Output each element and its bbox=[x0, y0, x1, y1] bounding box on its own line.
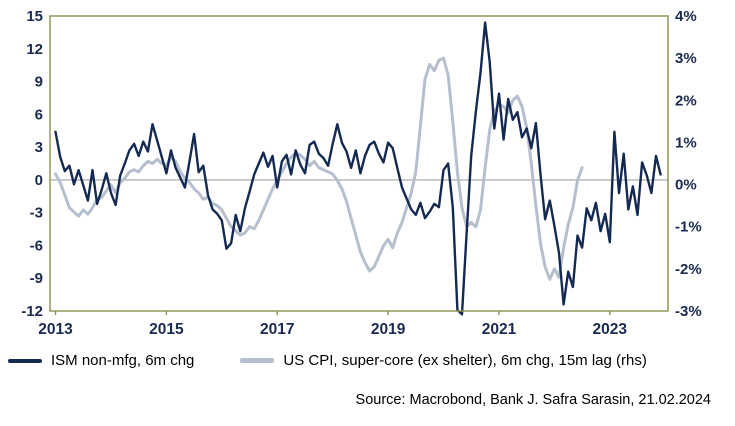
cpi-series-line bbox=[54, 56, 584, 281]
left-axis-tick-label: 3 bbox=[35, 139, 43, 156]
x-tick-label: 2013 bbox=[38, 321, 73, 338]
left-axis-tick-label: 15 bbox=[26, 8, 43, 25]
left-axis-tick-label: 6 bbox=[35, 106, 43, 123]
ism-series-line bbox=[54, 21, 662, 316]
legend-label-ism: ISM non-mfg, 6m chg bbox=[51, 352, 195, 369]
left-axis-tick-label: 12 bbox=[26, 41, 43, 58]
legend-label-cpi: US CPI, super-core (ex shelter), 6m chg,… bbox=[283, 352, 647, 369]
x-tick-label: 2019 bbox=[371, 321, 406, 338]
cpi-line-swatch bbox=[240, 358, 275, 363]
source-note: Source: Macrobond, Bank J. Safra Sarasin… bbox=[355, 392, 711, 408]
right-axis-tick-label: 1% bbox=[675, 134, 697, 151]
right-axis-tick-label: 2% bbox=[675, 92, 697, 109]
legend-item-ism: ISM non-mfg, 6m chg bbox=[8, 352, 194, 369]
x-tick-label: 2023 bbox=[593, 321, 628, 338]
left-axis-tick-label: -3 bbox=[30, 205, 43, 222]
x-tick-label: 2015 bbox=[149, 321, 184, 338]
line-chart: 2013 2015 2017 2019 2021 2023 15 12 9 6 3 0 -3 -6 -9 -1… bbox=[21, 8, 702, 338]
left-axis-tick-label: 9 bbox=[35, 74, 43, 91]
left-axis-tick-label: -6 bbox=[30, 237, 43, 254]
plot-frame bbox=[49, 15, 669, 312]
left-axis-tick-label: 0 bbox=[35, 172, 43, 189]
right-axis-tick-label: 3% bbox=[675, 50, 697, 67]
legend-item-cpi: US CPI, super-core (ex shelter), 6m chg,… bbox=[240, 352, 647, 369]
right-axis-tick-label: 4% bbox=[675, 8, 697, 25]
right-axis-tick-label: -2% bbox=[675, 261, 702, 278]
chart-legend: ISM non-mfg, 6m chg US CPI, super-core (… bbox=[8, 352, 647, 369]
left-axis-tick-label: -12 bbox=[21, 303, 43, 320]
right-axis-tick-label: -3% bbox=[675, 303, 702, 320]
right-axis-tick-label: -1% bbox=[675, 219, 702, 236]
left-axis-tick-label: -9 bbox=[30, 270, 43, 287]
x-tick-label: 2017 bbox=[260, 321, 294, 338]
right-axis-tick-label: 0% bbox=[675, 177, 697, 194]
ism-line-swatch bbox=[8, 358, 42, 363]
x-tick-label: 2021 bbox=[482, 321, 517, 338]
